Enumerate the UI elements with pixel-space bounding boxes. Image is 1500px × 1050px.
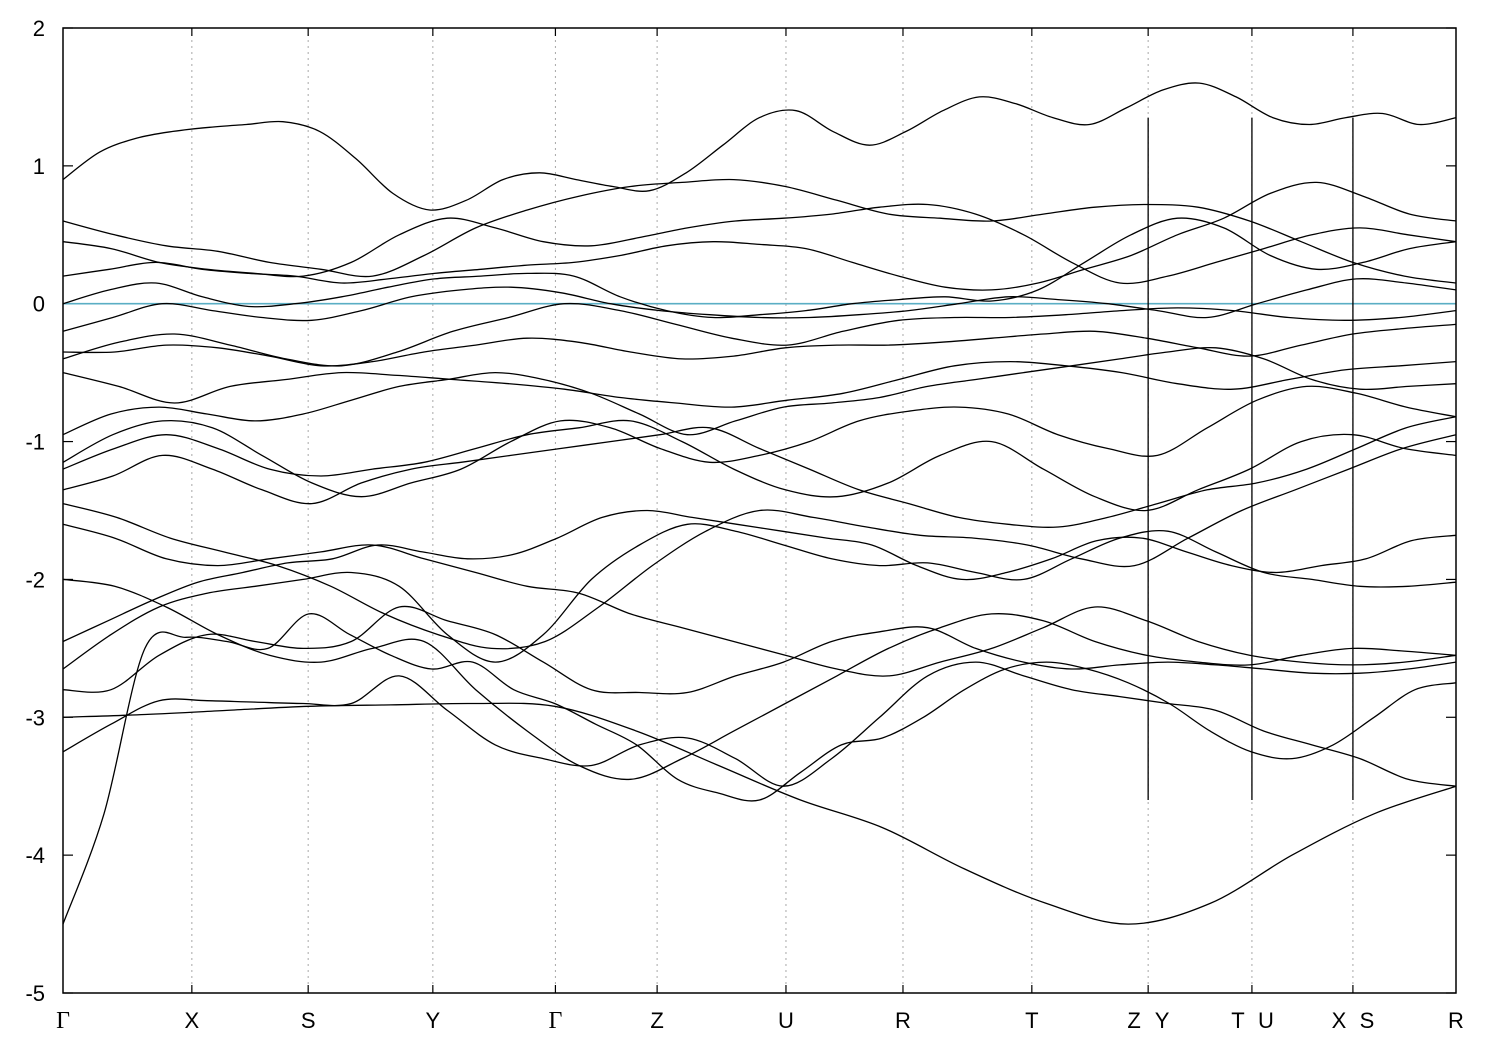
band-line <box>62 416 1457 528</box>
x-tick-label: S <box>1360 1008 1375 1033</box>
band-line <box>62 278 1457 332</box>
band-line <box>62 178 1457 284</box>
band-line <box>62 217 1457 319</box>
x-tick-label: R <box>1448 1008 1464 1033</box>
y-tick-label: 2 <box>33 16 45 41</box>
band-line <box>62 605 1457 695</box>
x-tick-label: S <box>301 1008 316 1033</box>
band-line <box>62 613 1457 925</box>
y-tick-label: -2 <box>25 567 45 592</box>
band-line <box>62 346 1457 436</box>
grid-lines <box>191 28 1354 993</box>
band-lines <box>62 82 1457 925</box>
band-line <box>62 523 1457 670</box>
band-line <box>62 82 1457 211</box>
x-tick-label: Y <box>1155 1008 1170 1033</box>
band-line <box>62 323 1457 367</box>
x-tick-label: Γ <box>56 1008 70 1034</box>
y-tick-label: -5 <box>25 981 45 1006</box>
plot-frame <box>62 27 1457 994</box>
x-tick-label: U <box>778 1008 794 1033</box>
band-line <box>62 203 1457 285</box>
band-line <box>62 578 1457 781</box>
x-tick-label: Z <box>650 1008 663 1033</box>
x-tick-label: U <box>1258 1008 1274 1033</box>
x-tick-label: T <box>1025 1008 1038 1033</box>
band-line <box>62 385 1457 498</box>
band-line <box>62 702 1457 925</box>
band-line <box>62 434 1457 650</box>
x-tick-label: X <box>185 1008 200 1033</box>
x-tick-label: Γ <box>548 1008 562 1034</box>
y-tick-label: -3 <box>25 705 45 730</box>
x-tick-label: Y <box>425 1008 440 1033</box>
y-tick-label: 0 <box>33 292 45 317</box>
y-tick-label: -4 <box>25 843 45 868</box>
x-tick-label: Z <box>1127 1008 1140 1033</box>
y-tick-label: -1 <box>25 430 45 455</box>
band-line <box>62 523 1457 677</box>
band-line <box>62 509 1457 643</box>
band-line <box>62 661 1457 787</box>
band-line <box>62 302 1457 367</box>
x-tick-label: T <box>1231 1008 1244 1033</box>
y-tick-label: 1 <box>33 154 45 179</box>
band-line <box>62 360 1457 408</box>
x-tick-label: R <box>895 1008 911 1033</box>
x-tick-label: X <box>1332 1008 1347 1033</box>
